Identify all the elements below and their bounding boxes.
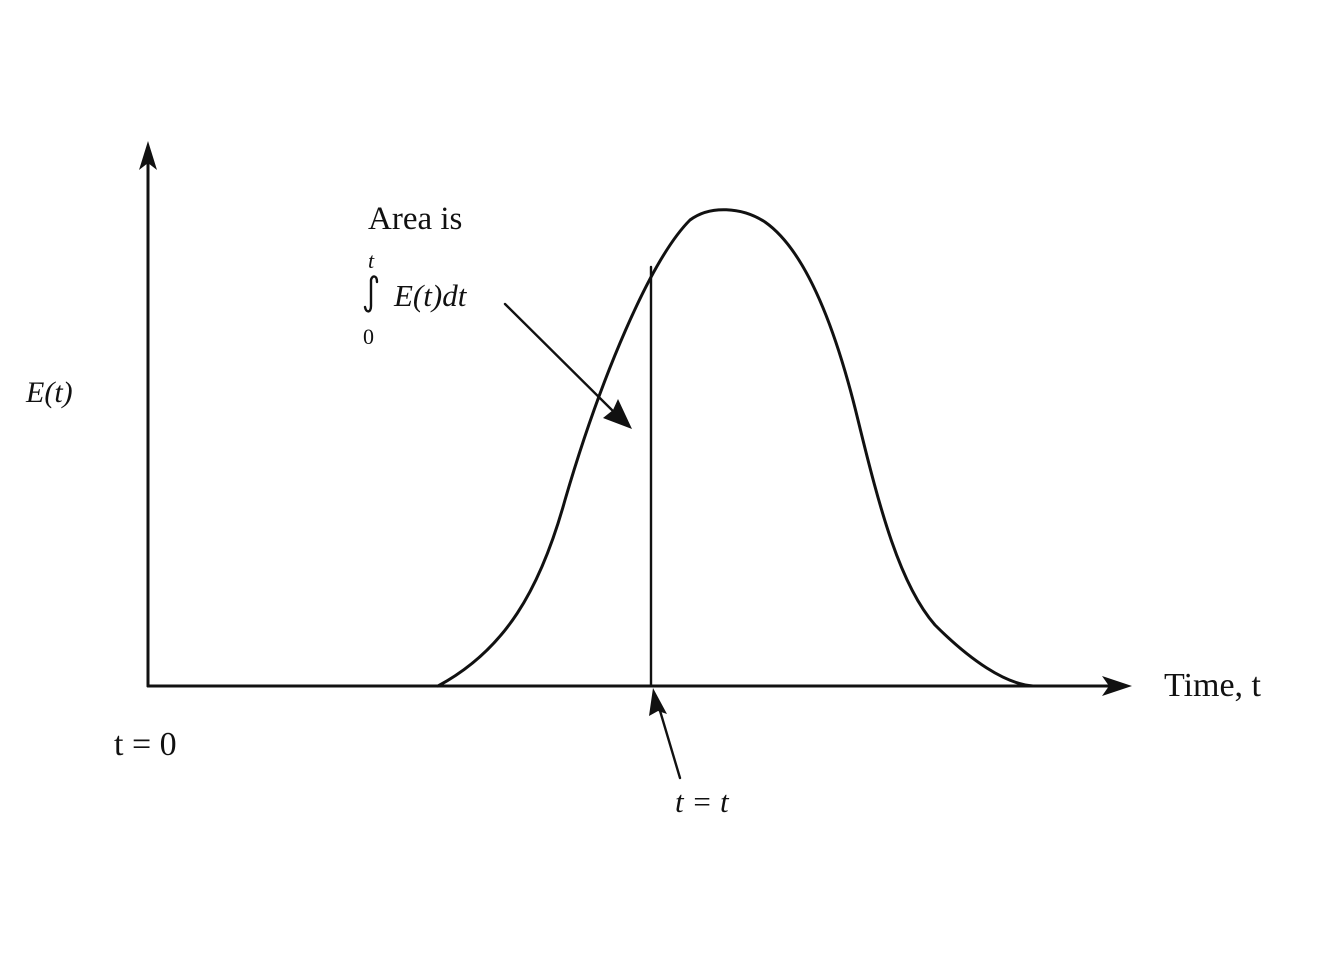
x-axis-label: Time, t: [1164, 667, 1262, 704]
x-axis-arrowhead: [1102, 676, 1132, 696]
area-pointer-arrowhead: [603, 399, 632, 429]
integral-lower-limit: 0: [363, 324, 374, 349]
y-axis-label: E(t): [25, 376, 73, 409]
integral-upper-limit: t: [368, 248, 375, 273]
time-marker-label: t = t: [675, 784, 730, 819]
time-marker-arrowhead: [649, 688, 667, 716]
origin-label: t = 0: [114, 726, 177, 763]
y-axis-arrowhead: [139, 141, 157, 170]
area-title: Area is: [368, 201, 462, 237]
distribution-curve: [436, 208, 1035, 688]
integral-sign-icon: [363, 275, 379, 313]
area-pointer-line: [503, 302, 622, 420]
time-marker-line: [656, 702, 682, 780]
integrand-label: E(t)dt: [393, 278, 468, 313]
